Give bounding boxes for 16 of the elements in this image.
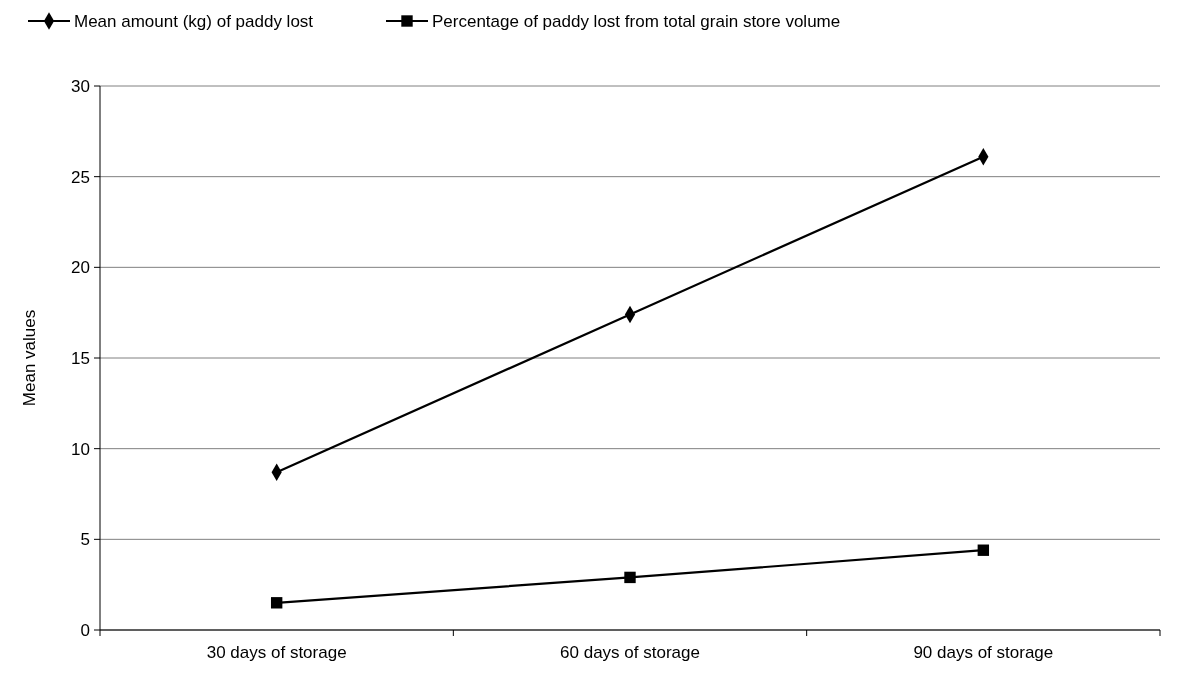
x-tick-label: 30 days of storage — [206, 643, 347, 662]
x-tick-label: 60 days of storage — [560, 643, 700, 662]
y-tick-label: 10 — [71, 439, 90, 459]
legend-label: Percentage of paddy lost from total grain store volume — [432, 12, 841, 31]
y-tick-label: 20 — [71, 258, 90, 278]
y-axis-title: Mean values — [20, 309, 39, 407]
y-tick-label: 5 — [80, 530, 90, 550]
y-tick-label: 0 — [80, 620, 90, 640]
point — [977, 544, 990, 556]
y-tick-label: 15 — [71, 348, 90, 368]
y-tick-label: 25 — [71, 167, 90, 187]
legend-label: Mean amount (kg) of paddy lost — [74, 12, 314, 31]
point — [270, 597, 283, 609]
x-tick-label: 90 days of storage — [913, 643, 1054, 662]
point — [624, 571, 636, 584]
y-tick-label: 30 — [71, 76, 90, 96]
